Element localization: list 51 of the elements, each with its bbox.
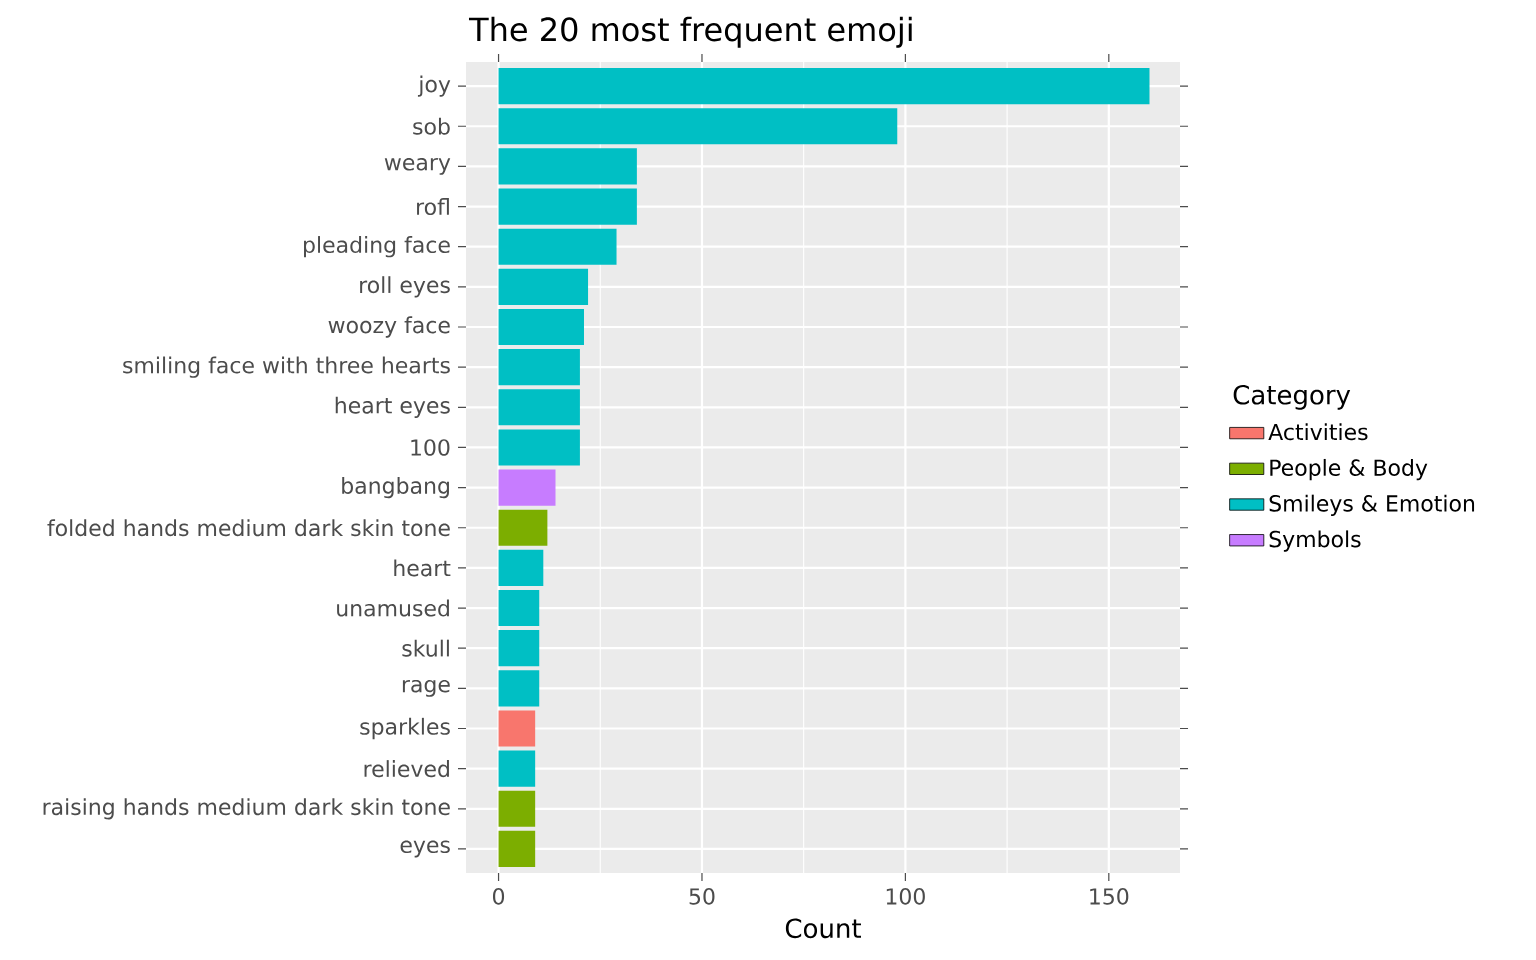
y-tick-label: sob — [413, 117, 450, 135]
bar — [498, 188, 637, 225]
legend-title: Category — [1233, 384, 1351, 410]
bar — [498, 108, 898, 145]
bar — [498, 389, 580, 426]
y-tick-label: sparkles — [360, 717, 450, 740]
y-tick-label: heart — [394, 559, 451, 577]
legend-label: People & Body — [1270, 458, 1428, 481]
y-tick-label: smiling face with three hearts — [123, 356, 450, 378]
y-tick-label: roll eyes — [360, 276, 450, 298]
y-tick-label: rofl — [417, 198, 449, 216]
bar — [498, 268, 589, 305]
y-tick-label: 100 — [411, 439, 450, 456]
bar — [498, 68, 1150, 105]
y-tick-label: skull — [402, 639, 449, 657]
bar — [498, 148, 637, 185]
y-tick-label: eyes — [400, 840, 450, 858]
y-tick-label: unamused — [337, 599, 449, 617]
y-tick-label: pleading face — [304, 236, 450, 258]
bar — [498, 349, 580, 386]
x-tick-label: 0 — [493, 888, 505, 905]
bar — [498, 228, 617, 265]
y-tick-label: folded hands medium dark skin tone — [47, 519, 450, 537]
bar — [498, 790, 536, 827]
chart-title: The 20 most frequent emoji — [468, 16, 912, 48]
x-tick-label: 100 — [886, 888, 925, 905]
y-tick-label: heart eyes — [335, 396, 450, 418]
y-tick-label: weary — [384, 157, 451, 175]
bar — [498, 509, 548, 546]
bar — [498, 429, 580, 466]
bar — [498, 469, 556, 506]
y-tick-label: bangbang — [342, 476, 449, 499]
x-tick-label: 150 — [1090, 888, 1129, 905]
y-tick-label: woozy face — [328, 316, 450, 338]
legend-label: Smileys & Emotion — [1269, 494, 1475, 516]
legend-label: Symbols — [1269, 530, 1361, 552]
legend-label: Activities — [1268, 423, 1368, 441]
y-tick-label: raising hands medium dark skin tone — [43, 798, 450, 820]
bar — [498, 670, 540, 707]
bar — [498, 710, 536, 747]
y-tick-label: joy — [417, 75, 451, 97]
bar — [498, 549, 544, 586]
y-tick-label: rage — [402, 679, 450, 697]
bar — [498, 830, 536, 867]
bar — [498, 750, 536, 787]
x-tick-label: 50 — [689, 888, 715, 905]
bar — [498, 630, 540, 667]
y-tick-label: relieved — [364, 760, 449, 778]
x-axis-title: Count — [785, 918, 861, 939]
bar — [498, 308, 584, 346]
bar — [498, 589, 540, 627]
